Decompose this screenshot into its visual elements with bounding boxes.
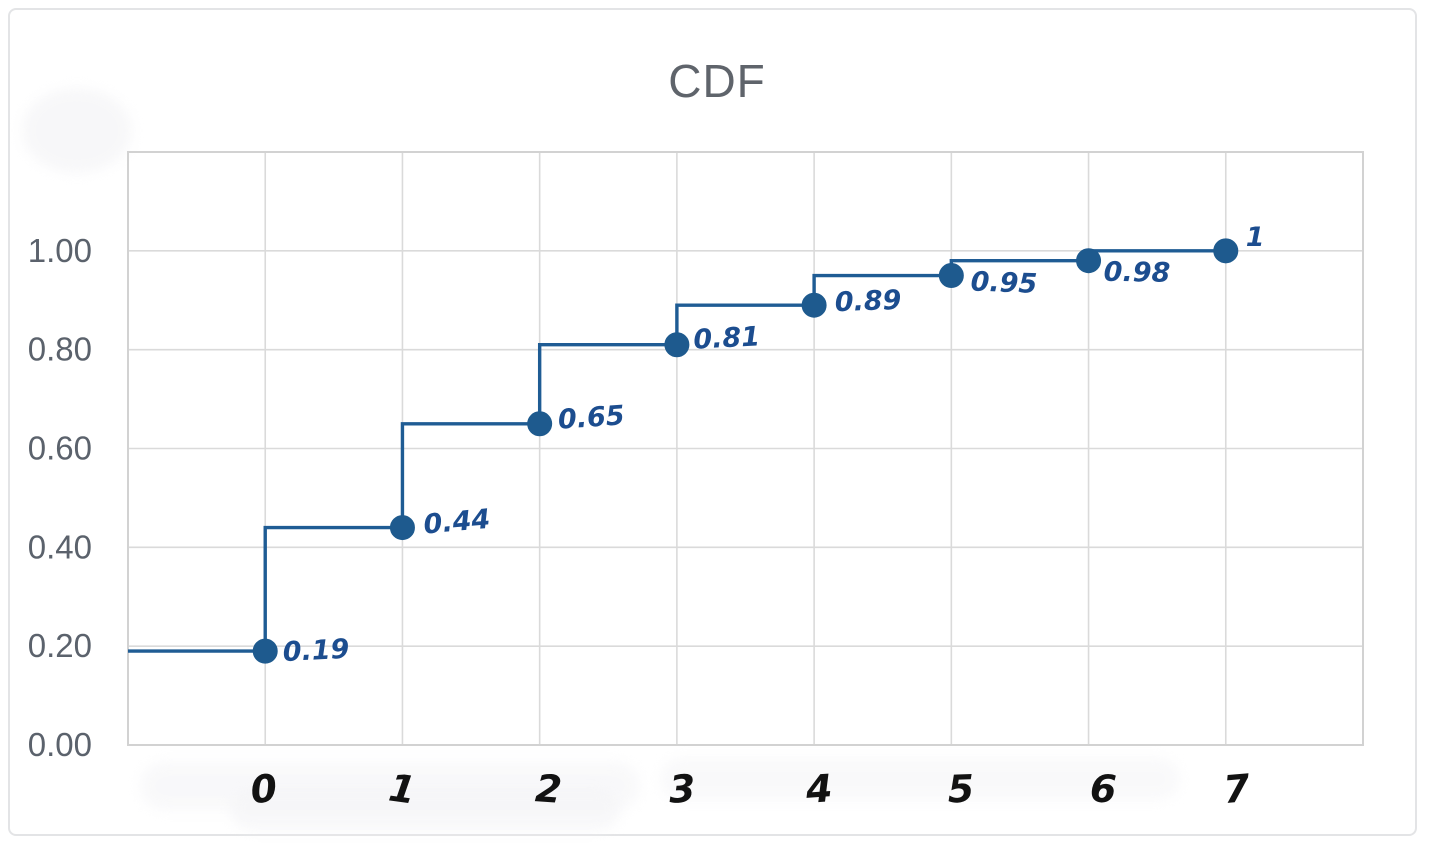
x-tick-label: 4 [803, 766, 833, 812]
data-point [527, 411, 553, 437]
y-tick-label: 1.00 [28, 232, 92, 269]
x-tick-label: 5 [947, 767, 975, 812]
x-tick-label: 0 [248, 766, 279, 813]
data-point [252, 638, 278, 664]
data-point [938, 263, 964, 289]
cdf-step-line [128, 249, 1226, 653]
point-label: 0.65 [557, 400, 626, 436]
x-tick-label: 2 [534, 766, 563, 812]
y-tick-label: 0.20 [28, 627, 92, 664]
point-label: 0.19 [282, 634, 350, 668]
x-tick-label: 7 [1222, 766, 1253, 812]
data-point [1076, 248, 1102, 274]
chart-title: CDF [668, 55, 766, 107]
data-point [389, 515, 415, 541]
data-point [664, 332, 690, 358]
smudge-mark [230, 788, 620, 830]
x-tick-label: 3 [668, 766, 697, 811]
point-label: 0.81 [693, 321, 761, 355]
data-point [1213, 238, 1239, 264]
plot-border [127, 151, 1364, 746]
chart-card: CDF [8, 8, 1417, 836]
y-tick-label: 0.80 [28, 331, 92, 368]
point-label: 0.98 [1103, 257, 1170, 289]
smudge-mark [22, 88, 132, 173]
x-tick-label: 1 [386, 765, 418, 812]
point-label: 0.44 [422, 504, 491, 541]
point-label: 0.89 [834, 285, 902, 318]
y-tick-label: 0.00 [28, 726, 92, 763]
point-label: 1 [1246, 222, 1265, 253]
smudge-mark [660, 758, 1180, 800]
x-tick-label: 6 [1089, 766, 1118, 811]
point-label: 0.95 [970, 267, 1038, 300]
data-point [801, 292, 827, 318]
y-tick-label: 0.40 [28, 528, 92, 565]
y-tick-label: 0.60 [28, 430, 92, 467]
